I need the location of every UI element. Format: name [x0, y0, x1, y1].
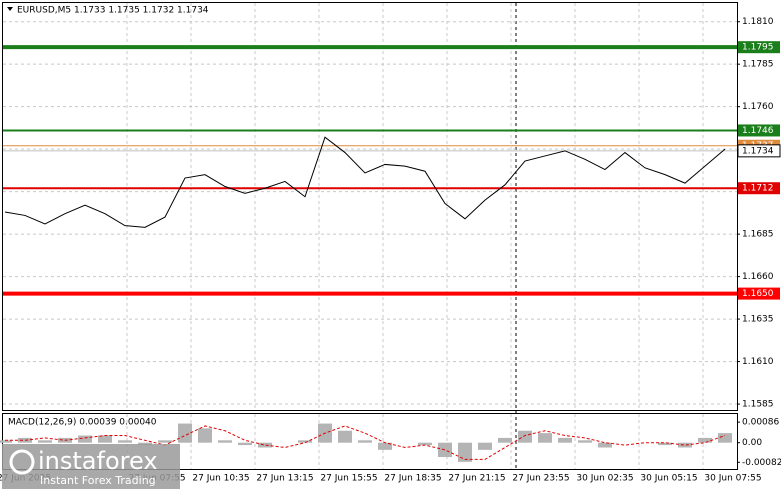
logo-icon	[9, 449, 35, 475]
histogram-bar	[598, 442, 612, 448]
x-tick-label: 27 Jun 21:15	[448, 474, 505, 484]
x-tick-label: 30 Jun 05:15	[640, 474, 697, 484]
y-tick-label: -0.00082	[742, 458, 781, 468]
price-line	[4, 136, 726, 228]
y-tick-label: 1.1685	[742, 230, 774, 240]
x-tick-label: 30 Jun 02:35	[576, 474, 633, 484]
histogram-bar	[238, 442, 252, 446]
y-tick-label: 1.1810	[742, 17, 774, 27]
histogram-bar	[498, 437, 512, 443]
x-tick-label: 30 Jun 07:55	[704, 474, 761, 484]
histogram-bar	[358, 440, 372, 443]
histogram-bar	[218, 440, 232, 443]
x-tick-label: 27 Jun 13:15	[256, 474, 313, 484]
level-label-box	[737, 144, 781, 158]
histogram-bar	[118, 440, 132, 443]
histogram-bar	[578, 440, 592, 443]
y-tick-label: 1.1785	[742, 60, 774, 70]
main-frame	[2, 2, 738, 411]
histogram-bar	[38, 440, 52, 443]
histogram-bar	[558, 437, 572, 443]
menu-arrow	[7, 7, 13, 11]
level-label-box	[738, 182, 780, 195]
histogram-bar	[18, 437, 32, 443]
histogram-bar	[718, 433, 732, 443]
y-tick-label: 1.1660	[742, 272, 774, 282]
x-tick-label: 27 Jun 10:35	[192, 474, 249, 484]
y-tick-label: 1.1585	[742, 400, 774, 410]
y-tick-label: 1.1760	[742, 102, 774, 112]
level-label: 1.1734	[742, 146, 774, 156]
histogram-bar	[418, 442, 432, 446]
watermark: instaforex Instant Forex Trading	[2, 444, 180, 489]
histogram-bar	[438, 442, 452, 458]
level-label: 1.1650	[742, 289, 774, 299]
level-label-box	[738, 287, 780, 300]
histogram-bar	[178, 423, 192, 443]
histogram-bar	[258, 442, 272, 448]
histogram-bar	[158, 440, 172, 443]
y-tick-label: 1.1635	[742, 315, 774, 325]
histogram-bar	[378, 442, 392, 450]
histogram-bar	[298, 440, 312, 443]
level-label: 1.1746	[742, 126, 774, 136]
x-tick-label: 27 Jun 23:55	[512, 474, 569, 484]
chart-title: EURUSD,M5 1.1733 1.1735 1.1732 1.1734	[17, 6, 209, 16]
histogram-bar	[78, 435, 92, 443]
histogram-bar	[338, 430, 352, 443]
histogram-bar	[478, 442, 492, 450]
level-label: 1.1795	[742, 43, 774, 53]
level-label-box	[738, 41, 780, 54]
y-tick-label: 0.00	[742, 438, 762, 448]
x-tick-label: 27 Jun 18:35	[384, 474, 441, 484]
histogram-bar	[538, 433, 552, 443]
y-tick-label: 0.00086	[742, 418, 779, 428]
level-label-box	[738, 124, 780, 137]
histogram-bar	[198, 428, 212, 443]
histogram-bar	[98, 435, 112, 443]
macd-title: MACD(12,26,9) 0.00039 0.00040	[8, 418, 157, 428]
histogram-bar	[658, 442, 672, 446]
level-label: 1.1712	[742, 184, 774, 194]
y-tick-label: 1.1610	[742, 357, 774, 367]
histogram-bar	[0, 440, 12, 443]
histogram-bar	[698, 437, 712, 443]
logo-tagline: Instant Forex Trading	[40, 474, 156, 487]
x-tick-label: 27 Jun 15:55	[320, 474, 377, 484]
signal-line	[5, 425, 726, 460]
histogram-bar	[678, 442, 692, 448]
logo-name: instaforex	[38, 447, 158, 475]
histogram-bar	[518, 430, 532, 443]
histogram-bar	[138, 442, 152, 446]
histogram-bar	[458, 442, 472, 462]
